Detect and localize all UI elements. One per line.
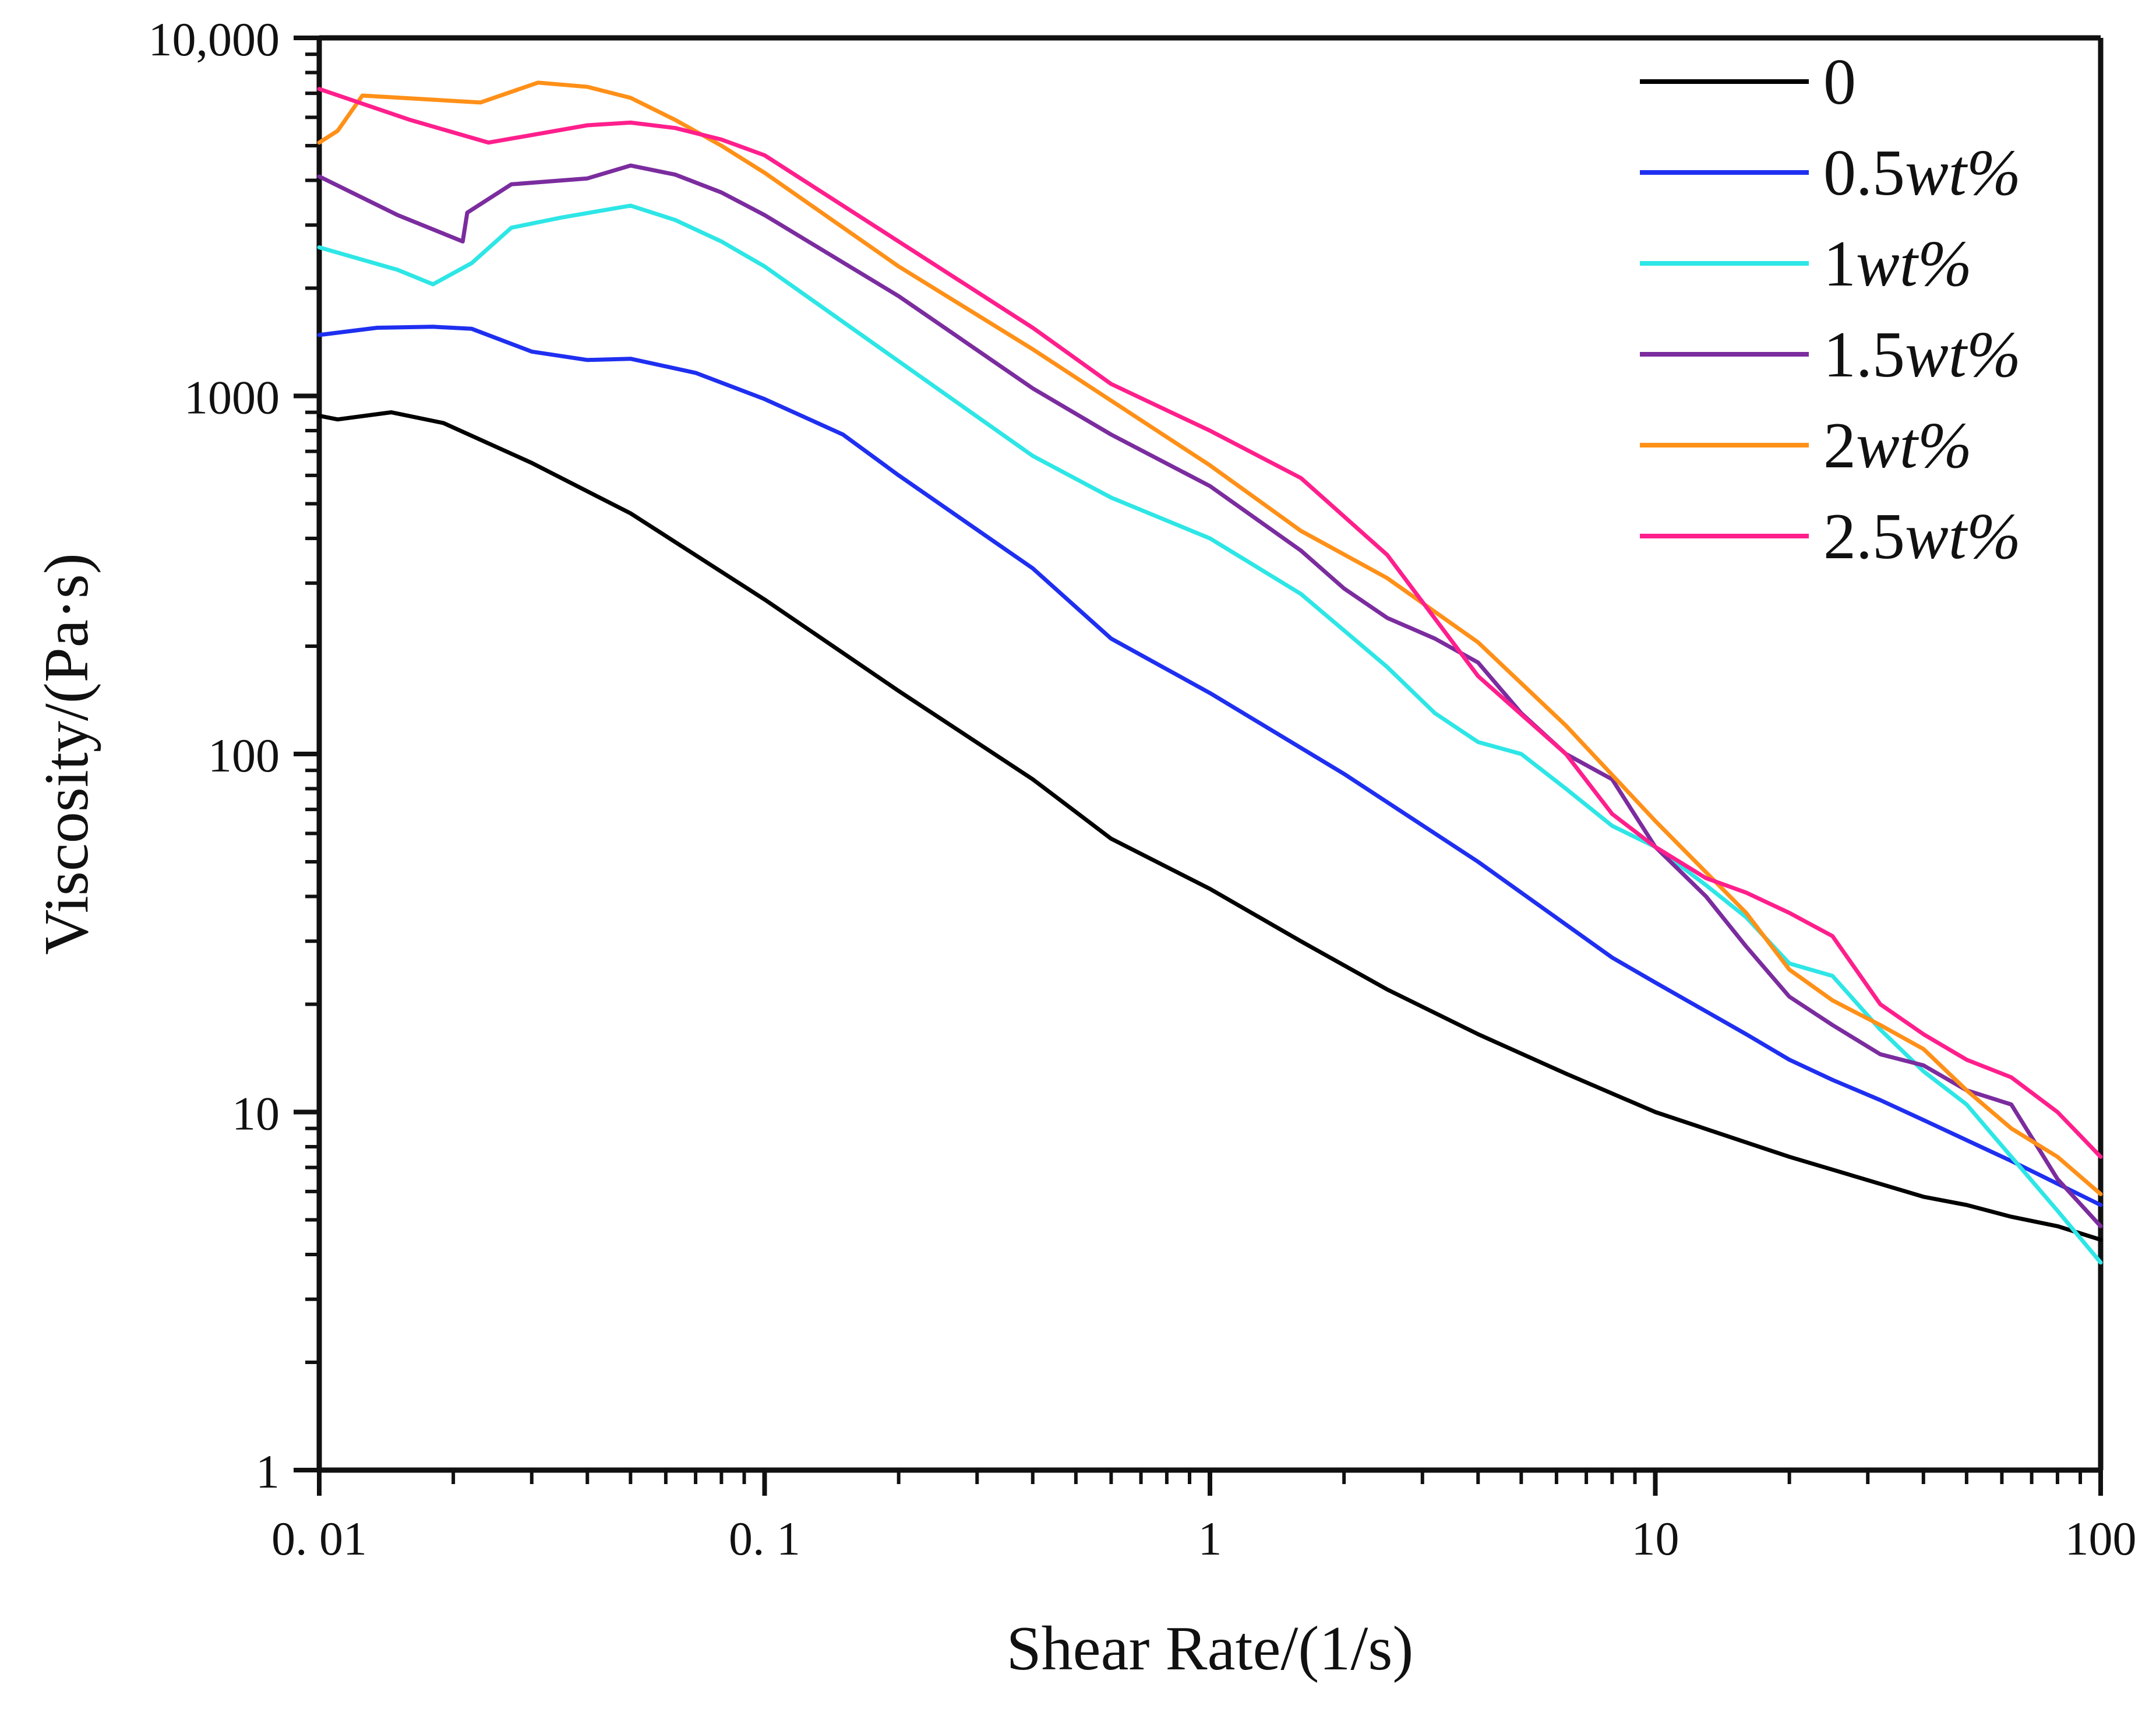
legend-label: 2.5wt% [1823, 501, 2021, 573]
legend-label: 0 [1823, 46, 1856, 118]
legend: 00.5wt%1wt%1.5wt%2wt%2.5wt% [1640, 46, 2021, 573]
series-line [317, 163, 2103, 1228]
legend-label: 2wt% [1823, 410, 1972, 482]
legend-number: 2.5 [1823, 501, 1905, 573]
series-line [317, 87, 2103, 1159]
legend-unit: wt% [1856, 410, 1972, 482]
legend-label: 1.5wt% [1823, 319, 2021, 391]
legend-label: 1wt% [1823, 228, 1972, 300]
legend-unit: wt% [1905, 319, 2021, 391]
y-tick-label: 100 [208, 729, 280, 782]
x-tick-label: 0. 01 [271, 1512, 367, 1565]
x-tick-label: 0. 1 [729, 1512, 800, 1565]
minor-ticks [305, 52, 2083, 1484]
legend-unit: wt% [1905, 501, 2021, 573]
legend-unit: wt% [1905, 137, 2021, 209]
legend-number: 0.5 [1823, 137, 1905, 209]
legend-label: 0.5wt% [1823, 137, 2021, 209]
x-tick-label: 100 [2065, 1512, 2137, 1565]
series-line [317, 410, 2103, 1242]
legend-unit: wt% [1856, 228, 1972, 300]
series-line [317, 80, 2103, 1196]
x-tick-label: 10 [1632, 1512, 1679, 1565]
series-line [317, 325, 2103, 1207]
legend-number: 1 [1823, 228, 1856, 300]
x-tick-label: 1 [1198, 1512, 1222, 1565]
y-tick-label: 1000 [184, 371, 280, 424]
legend-number: 0 [1823, 46, 1856, 118]
y-tick-label: 10,000 [149, 13, 280, 66]
series-layer [317, 80, 2103, 1265]
y-tick-label: 10 [232, 1087, 280, 1140]
x-axis-title: Shear Rate/(1/s) [1007, 1614, 1414, 1683]
legend-number: 1.5 [1823, 319, 1905, 391]
y-tick-label: 1 [256, 1445, 280, 1498]
legend-number: 2 [1823, 410, 1856, 482]
y-axis-title: Viscosity/(Pa·s) [32, 553, 101, 954]
